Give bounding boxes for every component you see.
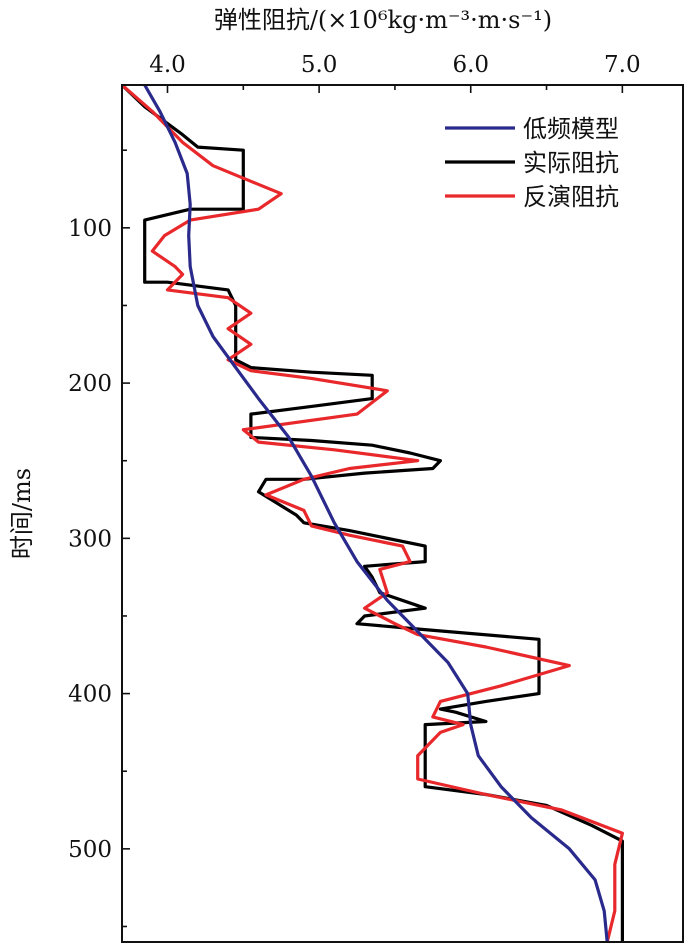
x-tick-label: 7.0 bbox=[604, 52, 641, 78]
y-tick-label: 400 bbox=[68, 682, 112, 708]
series-layer bbox=[122, 85, 624, 942]
y-tick-label: 500 bbox=[68, 837, 112, 863]
plot-frame bbox=[121, 84, 684, 943]
y-axis-title: 时间/ms bbox=[8, 468, 36, 559]
x-tick-label: 5.0 bbox=[301, 52, 338, 78]
legend-label-1: 实际阻抗 bbox=[523, 149, 619, 177]
x-tick-label: 4.0 bbox=[149, 52, 186, 78]
x-axis-ticks: 4.0 5.0 6.0 7.0 bbox=[149, 52, 641, 93]
series-line-0 bbox=[143, 85, 609, 942]
y-tick-label: 200 bbox=[68, 371, 112, 397]
x-axis-title: 弹性阻抗/(×10⁶kg·m⁻³·m·s⁻¹) bbox=[214, 6, 552, 34]
legend-label-2: 反演阻抗 bbox=[523, 183, 619, 211]
y-axis-ticks: 100 200 300 400 500 bbox=[68, 149, 130, 928]
y-tick-label: 300 bbox=[68, 526, 112, 552]
y-tick-label: 100 bbox=[68, 216, 112, 242]
series-line-1 bbox=[122, 85, 624, 942]
series-line-2 bbox=[122, 85, 624, 942]
x-tick-label: 6.0 bbox=[452, 52, 489, 78]
legend-label-0: 低频模型 bbox=[523, 115, 619, 143]
